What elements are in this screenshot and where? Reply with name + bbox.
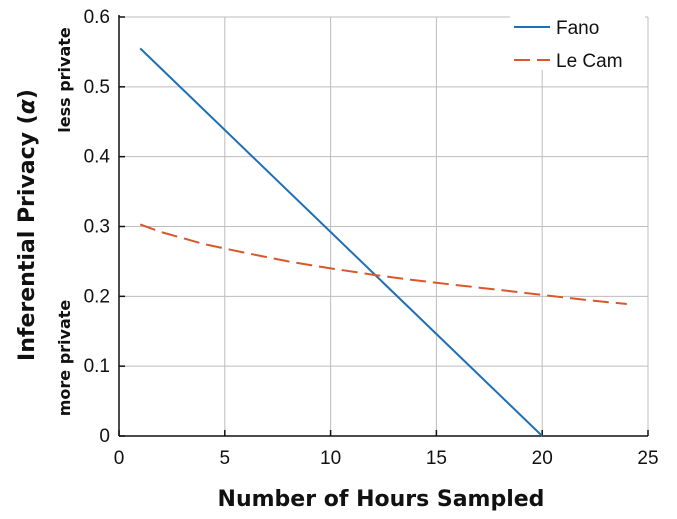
- x-tick-label: 0: [114, 448, 125, 469]
- tick-labels: 0 5 10 15 20 25 0 0.1 0.2 0.3 0.4 0.5 0.6: [84, 7, 659, 469]
- y-note-less-private: less private: [55, 27, 74, 133]
- x-tick-label: 5: [220, 448, 231, 469]
- x-tick-label: 20: [532, 448, 553, 469]
- legend-background: [510, 10, 645, 70]
- y-axis-title-symbol: α: [15, 98, 40, 114]
- y-note-more-private: more private: [55, 300, 74, 417]
- y-tick-label: 0.1: [84, 356, 110, 377]
- legend: Fano Le Cam: [510, 10, 645, 72]
- y-axis-title-main: Inferential Privacy (: [15, 114, 40, 361]
- y-tick-label: 0.3: [84, 217, 110, 238]
- grid-lines: [119, 16, 649, 436]
- x-axis-title: Number of Hours Sampled: [218, 487, 545, 512]
- series-line-fano: [139, 47, 543, 437]
- y-axis-title-end: ): [15, 89, 40, 99]
- series-line-le-cam: [139, 223, 627, 305]
- x-tick-label: 15: [426, 448, 447, 469]
- y-tick-label: 0.5: [84, 77, 110, 98]
- series-lines: [139, 47, 627, 437]
- y-tick-label: 0: [99, 426, 110, 447]
- x-tick-label: 25: [637, 448, 658, 469]
- axes: [118, 15, 649, 437]
- y-tick-label: 0.6: [84, 7, 110, 28]
- y-axis-title: Inferential Privacy (α): [15, 89, 40, 361]
- legend-label-fano: Fano: [556, 18, 599, 39]
- x-tick-label: 10: [320, 448, 341, 469]
- legend-label-le-cam: Le Cam: [556, 51, 623, 72]
- y-tick-label: 0.2: [84, 286, 110, 307]
- y-tick-label: 0.4: [84, 147, 111, 168]
